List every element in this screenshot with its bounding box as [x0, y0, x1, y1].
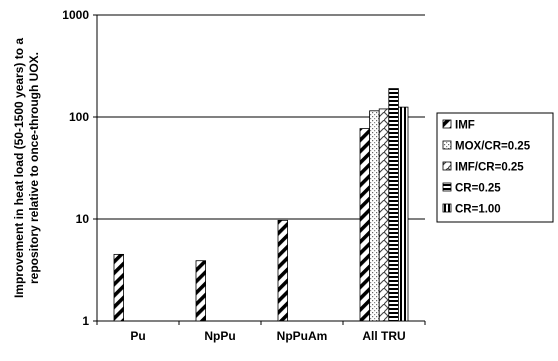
bar	[388, 88, 399, 322]
legend-label: CR=0.25	[455, 183, 501, 195]
y-tick-label: 10	[76, 212, 90, 226]
legend-swatch	[442, 161, 452, 171]
y-tick-label: 1000	[62, 8, 89, 22]
bar	[195, 260, 207, 322]
bar	[369, 110, 380, 322]
bar	[397, 106, 409, 322]
y-axis-title: repository relative to once-through UOX.	[27, 52, 41, 284]
x-category-label: NpPu	[204, 329, 235, 343]
bar	[359, 128, 371, 322]
legend-swatch	[442, 182, 452, 192]
y-tick-label: 100	[69, 110, 89, 124]
bar	[378, 108, 390, 322]
axis-labels: Pu NpPu NpPuAm All TRU Improvement in heat l…	[12, 38, 406, 343]
legend-label: CR=1.00	[455, 204, 501, 216]
legend-swatch	[442, 140, 452, 150]
legend-swatch	[442, 203, 452, 213]
legend-label: MOX/CR=0.25	[455, 141, 531, 153]
y-tick-label: 1	[82, 314, 89, 328]
legend-label: IMF	[455, 120, 475, 132]
legend: IMF MOX/CR=0.25 IMF/CR=0.25 CR=0.25 CR=1.00	[436, 112, 554, 223]
y-axis-title: Improvement in heat load (50-1500 years)…	[12, 38, 26, 298]
x-category-label: Pu	[130, 329, 145, 343]
x-category-label: All TRU	[362, 329, 405, 343]
legend-box	[436, 112, 554, 223]
bars	[113, 88, 409, 322]
axes: 1 10 100 1000	[62, 8, 426, 328]
x-category-label: NpPuAm	[277, 329, 328, 343]
bar	[277, 219, 289, 322]
bar	[113, 253, 125, 322]
legend-label: IMF/CR=0.25	[455, 162, 524, 174]
legend-swatch	[442, 119, 452, 129]
